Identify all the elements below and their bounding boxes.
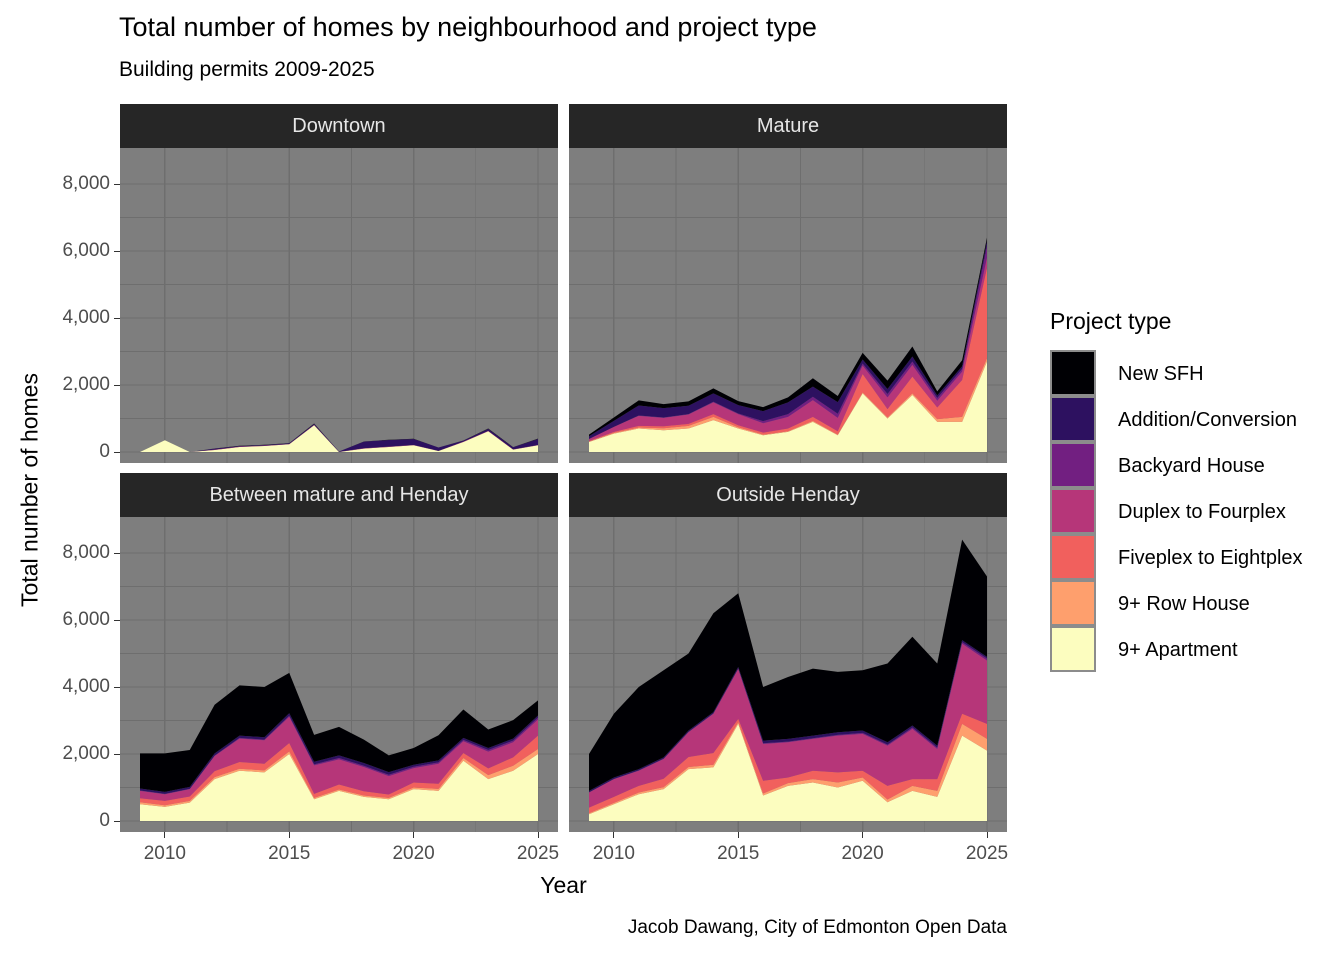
gridlines (120, 148, 558, 463)
y-tick-label: 4,000 (62, 676, 110, 697)
new-sfh-swatch-icon (1050, 350, 1096, 396)
facet-mature: Mature (569, 104, 1007, 463)
fiveplex-eightplex-swatch-icon (1050, 534, 1096, 580)
axis-tick (164, 832, 166, 838)
axis-tick (114, 820, 120, 822)
y-tick-label: 2,000 (62, 374, 110, 395)
area-duplex-to-fourplex (589, 643, 987, 808)
y-tick-label: 0 (99, 810, 110, 831)
x-tick-label: 2020 (392, 843, 435, 864)
legend-item: Backyard House (1050, 442, 1303, 489)
legend-item: Addition/Conversion (1050, 396, 1303, 443)
caption: Jacob Dawang, City of Edmonton Open Data (627, 917, 1007, 938)
axis-tick (413, 832, 415, 838)
y-tick-label: 8,000 (62, 542, 110, 563)
legend-item: Duplex to Fourplex (1050, 488, 1303, 535)
y-tick-label: 4,000 (62, 307, 110, 328)
axis-tick (613, 832, 615, 838)
legend-label: Duplex to Fourplex (1118, 500, 1286, 523)
legend-label: 9+ Apartment (1118, 638, 1238, 661)
axis-tick (986, 832, 988, 838)
area-9-apartment (140, 425, 538, 452)
legend-label: Backyard House (1118, 454, 1265, 477)
gridlines (569, 148, 1007, 463)
facet-outside-henday: Outside Henday (569, 473, 1007, 832)
legend-label: Addition/Conversion (1118, 408, 1297, 431)
area-fiveplex-to-eightplex (140, 735, 538, 806)
axis-tick (114, 384, 120, 386)
panel-background (120, 148, 558, 463)
legend: Project type New SFH Addition/Conversion… (1050, 308, 1303, 673)
axis-tick (114, 753, 120, 755)
x-tick-label: 2010 (592, 843, 636, 864)
facet-panel-svg-between (120, 517, 558, 832)
axis-tick (537, 832, 539, 838)
axis-tick (114, 552, 120, 554)
axis-tick (862, 832, 864, 838)
legend-label: New SFH (1118, 362, 1204, 385)
axis-tick (114, 250, 120, 252)
x-tick-label: 2025 (965, 843, 1009, 864)
apartment-swatch-icon (1050, 626, 1096, 672)
area-fiveplex-to-eightplex (589, 713, 987, 814)
area-duplex-to-fourplex (140, 716, 538, 801)
facet-strip: Mature (569, 104, 1007, 148)
y-tick-label: 6,000 (62, 609, 110, 630)
facet-panel-svg-outside (569, 517, 1007, 832)
duplex-fourplex-swatch-icon (1050, 488, 1096, 534)
legend-label: 9+ Row House (1118, 592, 1250, 615)
legend-item: Fiveplex to Eightplex (1050, 534, 1303, 581)
y-tick-label: 6,000 (62, 240, 110, 261)
axis-tick (114, 451, 120, 453)
area-duplex-to-fourplex (589, 257, 987, 441)
facet-strip: Outside Henday (569, 473, 1007, 517)
y-tick-label: 0 (99, 441, 110, 462)
facet-strip: Downtown (120, 104, 558, 148)
x-tick-label: 2010 (143, 843, 187, 864)
area-9-apartment (589, 723, 987, 821)
x-tick-label: 2015 (268, 843, 311, 864)
x-tick-label: 2020 (841, 843, 884, 864)
x-tick-label: 2025 (516, 843, 560, 864)
axis-tick (114, 317, 120, 319)
legend-item: 9+ Row House (1050, 580, 1303, 627)
legend-label: Fiveplex to Eightplex (1118, 546, 1303, 569)
legend-item: New SFH (1050, 350, 1303, 397)
y-axis-title: Total number of homes (16, 373, 43, 607)
facet-between-mature-and-henday: Between mature and Henday (120, 473, 558, 832)
axis-tick (288, 832, 290, 838)
axis-tick (114, 183, 120, 185)
legend-title: Project type (1050, 308, 1172, 334)
facet-panel-svg-downtown (120, 148, 558, 463)
area-new-sfh (589, 539, 987, 791)
axis-tick (114, 686, 120, 688)
area-addition-conversion (589, 240, 987, 439)
backyard-house-swatch-icon (1050, 442, 1096, 488)
axis-tick (114, 619, 120, 621)
x-axis-title: Year (540, 872, 587, 898)
chart-subtitle: Building permits 2009-2025 (119, 58, 375, 81)
row-house-swatch-icon (1050, 580, 1096, 626)
facet-strip: Between mature and Henday (120, 473, 558, 517)
axis-tick (737, 832, 739, 838)
x-tick-label: 2015 (717, 843, 760, 864)
area-9-apartment (589, 361, 987, 452)
facet-downtown: Downtown (120, 104, 558, 463)
y-tick-label: 2,000 (62, 743, 110, 764)
area-new-sfh (140, 672, 538, 792)
addition-conversion-swatch-icon (1050, 396, 1096, 442)
area-new-sfh (589, 237, 987, 437)
facet-panel-svg-mature (569, 148, 1007, 463)
y-tick-label: 8,000 (62, 173, 110, 194)
chart-title: Total number of homes by neighbourhood a… (119, 12, 817, 42)
legend-item: 9+ Apartment (1050, 626, 1303, 673)
